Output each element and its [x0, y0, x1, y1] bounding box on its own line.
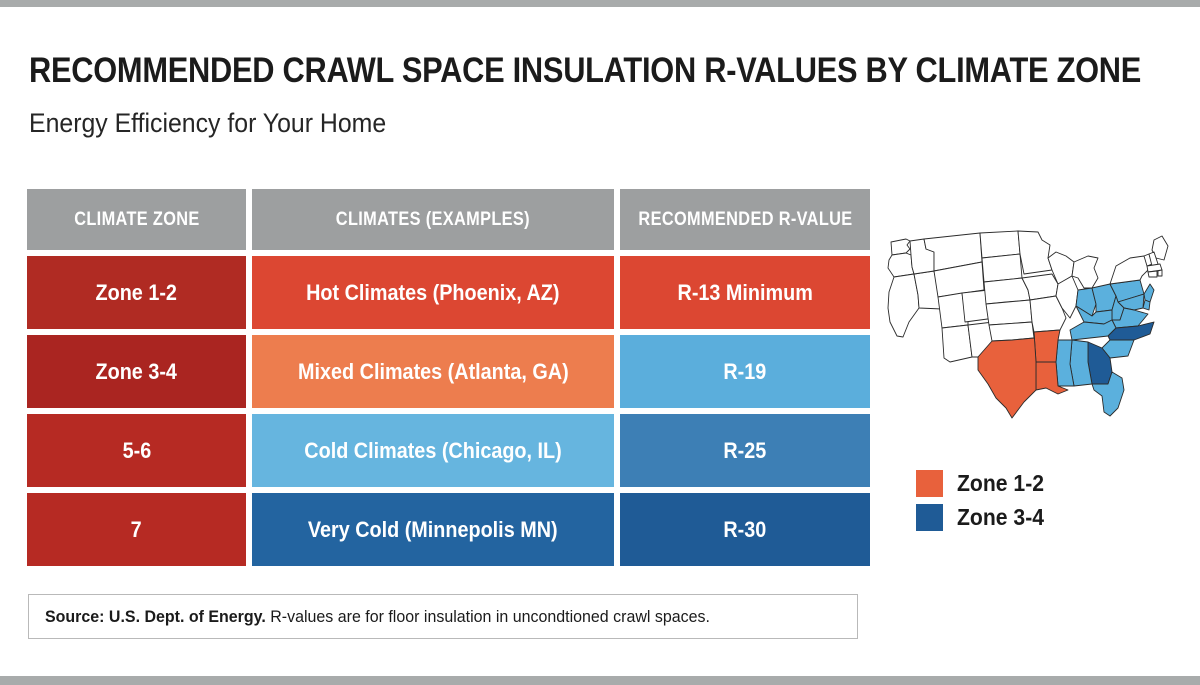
cell-rvalue: R-19 [620, 335, 870, 408]
state-oregon [887, 252, 915, 278]
cell-climate: Very Cold (Minnepolis MN) [252, 493, 614, 566]
legend-swatch-zone-1-2 [916, 469, 943, 497]
state-new-york [1109, 255, 1151, 285]
cell-climate: Hot Climates (Phoenix, AZ) [252, 256, 614, 329]
table-row: 7 Very Cold (Minnepolis MN) R-30 [27, 493, 870, 566]
state-tennessee [1069, 319, 1117, 341]
cell-rvalue: R-25 [620, 414, 870, 487]
state-illinois [1055, 275, 1079, 319]
cell-climate-label: Hot Climates (Phoenix, AZ) [306, 279, 560, 305]
bottom-letterbox-band [0, 676, 1200, 685]
cell-climate-label: Mixed Climates (Atlanta, GA) [297, 358, 569, 384]
legend-label-zone-3-4: Zone 3-4 [957, 503, 1045, 530]
page-title: RECOMMENDED CRAWL SPACE INSULATION R-VAL… [29, 51, 1142, 90]
cell-climate-label: Very Cold (Minnepolis MN) [308, 516, 558, 542]
column-header-climates: CLIMATES (EXAMPLES) [252, 189, 614, 250]
state-michigan [1071, 255, 1099, 289]
state-wyoming [933, 261, 985, 298]
united-states-map [862, 212, 1182, 437]
table-row: Zone 3-4 Mixed Climates (Atlanta, GA) R-… [27, 335, 870, 408]
state-rhode-island [1157, 269, 1163, 277]
cell-zone-label: Zone 1-2 [95, 279, 178, 305]
cell-rvalue-label: R-25 [723, 437, 767, 463]
cell-zone: 7 [27, 493, 246, 566]
state-louisiana [1035, 361, 1069, 395]
cell-zone: Zone 3-4 [27, 335, 246, 408]
cell-rvalue-label: R-30 [723, 516, 767, 542]
cell-climate: Cold Climates (Chicago, IL) [252, 414, 614, 487]
cell-climate-label: Cold Climates (Chicago, IL) [304, 437, 562, 463]
state-arizona [941, 324, 973, 363]
cell-zone-label: 7 [130, 516, 143, 542]
table-header-row: CLIMATE ZONE CLIMATES (EXAMPLES) RECOMME… [27, 189, 870, 250]
state-north-dakota [979, 230, 1021, 259]
state-north-carolina [1107, 321, 1155, 341]
source-label: Source: U.S. Dept. of Energy. [45, 606, 266, 626]
cell-zone-label: Zone 3-4 [95, 358, 178, 384]
state-south-carolina [1101, 339, 1135, 359]
state-minnesota [1017, 230, 1053, 275]
state-kansas [985, 299, 1033, 326]
state-south-dakota [981, 253, 1023, 283]
legend-swatch-zone-3-4 [916, 503, 943, 531]
state-oklahoma [988, 321, 1035, 342]
source-footnote-box: Source: U.S. Dept. of Energy. R-values a… [28, 594, 858, 639]
cell-rvalue: R-30 [620, 493, 870, 566]
column-header-climates-label: CLIMATES (EXAMPLES) [335, 208, 531, 230]
cell-rvalue: R-13 Minimum [620, 256, 870, 329]
cell-zone: 5-6 [27, 414, 246, 487]
state-arkansas [1033, 329, 1061, 363]
cell-zone: Zone 1-2 [27, 256, 246, 329]
us-map-svg [887, 230, 1169, 419]
cell-rvalue-label: R-19 [723, 358, 767, 384]
top-letterbox-band [0, 0, 1200, 7]
infographic-canvas: RECOMMENDED CRAWL SPACE INSULATION R-VAL… [0, 7, 1200, 676]
state-texas [977, 331, 1037, 419]
legend-item: Zone 1-2 [916, 466, 1052, 500]
r-value-table: CLIMATE ZONE CLIMATES (EXAMPLES) RECOMME… [27, 189, 870, 572]
map-legend: Zone 1-2 Zone 3-4 [916, 466, 1052, 534]
table-row: 5-6 Cold Climates (Chicago, IL) R-25 [27, 414, 870, 487]
source-footnote-text: Source: U.S. Dept. of Energy. R-values a… [45, 607, 710, 627]
column-header-recommended-r-value-label: RECOMMENDED R-VALUE [637, 208, 853, 230]
state-washington [890, 238, 911, 256]
state-nebraska [983, 277, 1031, 305]
state-florida [1091, 371, 1125, 417]
state-connecticut [1147, 270, 1158, 278]
source-note: R-values are for floor insulation in unc… [270, 606, 710, 626]
table-row: Zone 1-2 Hot Climates (Phoenix, AZ) R-13… [27, 256, 870, 329]
column-header-climate-zone: CLIMATE ZONE [27, 189, 246, 250]
column-header-recommended-r-value: RECOMMENDED R-VALUE [620, 189, 870, 250]
legend-item: Zone 3-4 [916, 500, 1052, 534]
legend-label-zone-1-2: Zone 1-2 [957, 469, 1045, 496]
cell-zone-label: 5-6 [122, 437, 151, 463]
column-header-climate-zone-label: CLIMATE ZONE [73, 208, 200, 230]
cell-rvalue-label: R-13 Minimum [677, 279, 813, 305]
state-new-jersey [1143, 283, 1155, 303]
page-subtitle: Energy Efficiency for Your Home [29, 108, 387, 138]
cell-climate: Mixed Climates (Atlanta, GA) [252, 335, 614, 408]
state-maine [1151, 235, 1169, 261]
state-california [887, 273, 920, 338]
state-delaware [1142, 299, 1151, 311]
